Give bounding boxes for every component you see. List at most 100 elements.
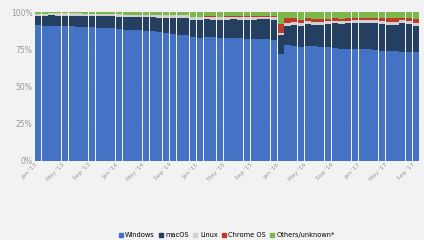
Bar: [204, 17, 210, 19]
Bar: [197, 17, 203, 20]
Bar: [379, 18, 385, 21]
Bar: [224, 20, 230, 38]
Bar: [150, 31, 156, 161]
Bar: [285, 45, 291, 161]
Bar: [183, 12, 190, 15]
Bar: [305, 21, 311, 24]
Bar: [109, 12, 115, 14]
Bar: [156, 32, 162, 161]
Bar: [352, 20, 358, 23]
Bar: [399, 20, 405, 23]
Bar: [413, 52, 419, 161]
Bar: [170, 18, 176, 34]
Bar: [150, 12, 156, 15]
Bar: [116, 14, 122, 17]
Bar: [365, 12, 371, 18]
Bar: [264, 19, 271, 39]
Bar: [143, 18, 149, 31]
Bar: [325, 19, 331, 21]
Bar: [75, 12, 81, 13]
Bar: [406, 24, 412, 52]
Bar: [75, 13, 81, 16]
Bar: [251, 12, 257, 16]
Bar: [224, 16, 230, 17]
Bar: [413, 26, 419, 52]
Bar: [109, 16, 115, 28]
Bar: [311, 22, 318, 24]
Bar: [156, 16, 162, 18]
Bar: [204, 37, 210, 161]
Bar: [136, 15, 142, 17]
Bar: [210, 20, 216, 37]
Bar: [392, 12, 399, 18]
Bar: [102, 14, 109, 16]
Bar: [176, 35, 183, 161]
Bar: [55, 13, 61, 16]
Bar: [82, 12, 88, 14]
Bar: [264, 39, 271, 161]
Bar: [359, 18, 365, 20]
Bar: [311, 24, 318, 46]
Bar: [399, 23, 405, 52]
Bar: [210, 37, 216, 161]
Bar: [413, 23, 419, 26]
Bar: [197, 38, 203, 161]
Bar: [176, 12, 183, 16]
Bar: [244, 17, 250, 19]
Bar: [345, 49, 351, 161]
Bar: [345, 23, 351, 49]
Bar: [150, 18, 156, 31]
Bar: [237, 16, 243, 17]
Bar: [55, 26, 61, 161]
Bar: [156, 18, 162, 32]
Bar: [244, 19, 250, 39]
Bar: [332, 18, 338, 21]
Bar: [183, 35, 190, 161]
Bar: [48, 12, 55, 13]
Bar: [102, 16, 109, 28]
Bar: [143, 12, 149, 15]
Bar: [285, 26, 291, 45]
Bar: [298, 23, 304, 26]
Bar: [48, 26, 55, 161]
Bar: [75, 27, 81, 161]
Bar: [271, 12, 277, 16]
Bar: [298, 47, 304, 161]
Bar: [35, 14, 41, 16]
Bar: [109, 14, 115, 16]
Bar: [102, 12, 109, 14]
Bar: [190, 20, 196, 37]
Bar: [325, 12, 331, 19]
Bar: [305, 12, 311, 18]
Bar: [318, 25, 324, 47]
Bar: [332, 48, 338, 161]
Bar: [231, 12, 237, 16]
Bar: [352, 12, 358, 18]
Bar: [163, 18, 169, 33]
Bar: [217, 12, 223, 17]
Bar: [385, 12, 392, 18]
Bar: [42, 16, 48, 26]
Bar: [224, 17, 230, 20]
Bar: [183, 16, 190, 18]
Bar: [285, 23, 291, 26]
Bar: [271, 16, 277, 17]
Bar: [217, 17, 223, 18]
Bar: [251, 20, 257, 39]
Bar: [237, 20, 243, 38]
Bar: [116, 29, 122, 161]
Bar: [352, 23, 358, 49]
Bar: [372, 12, 378, 18]
Bar: [244, 16, 250, 17]
Bar: [82, 16, 88, 27]
Bar: [264, 16, 271, 17]
Bar: [231, 19, 237, 38]
Bar: [372, 23, 378, 50]
Bar: [385, 25, 392, 51]
Bar: [365, 20, 371, 23]
Bar: [123, 30, 129, 161]
Bar: [379, 12, 385, 18]
Bar: [365, 23, 371, 49]
Bar: [210, 12, 216, 16]
Legend: Windows, macOS, Linux, Chrome OS, Others/unknown*: Windows, macOS, Linux, Chrome OS, Others…: [116, 230, 338, 240]
